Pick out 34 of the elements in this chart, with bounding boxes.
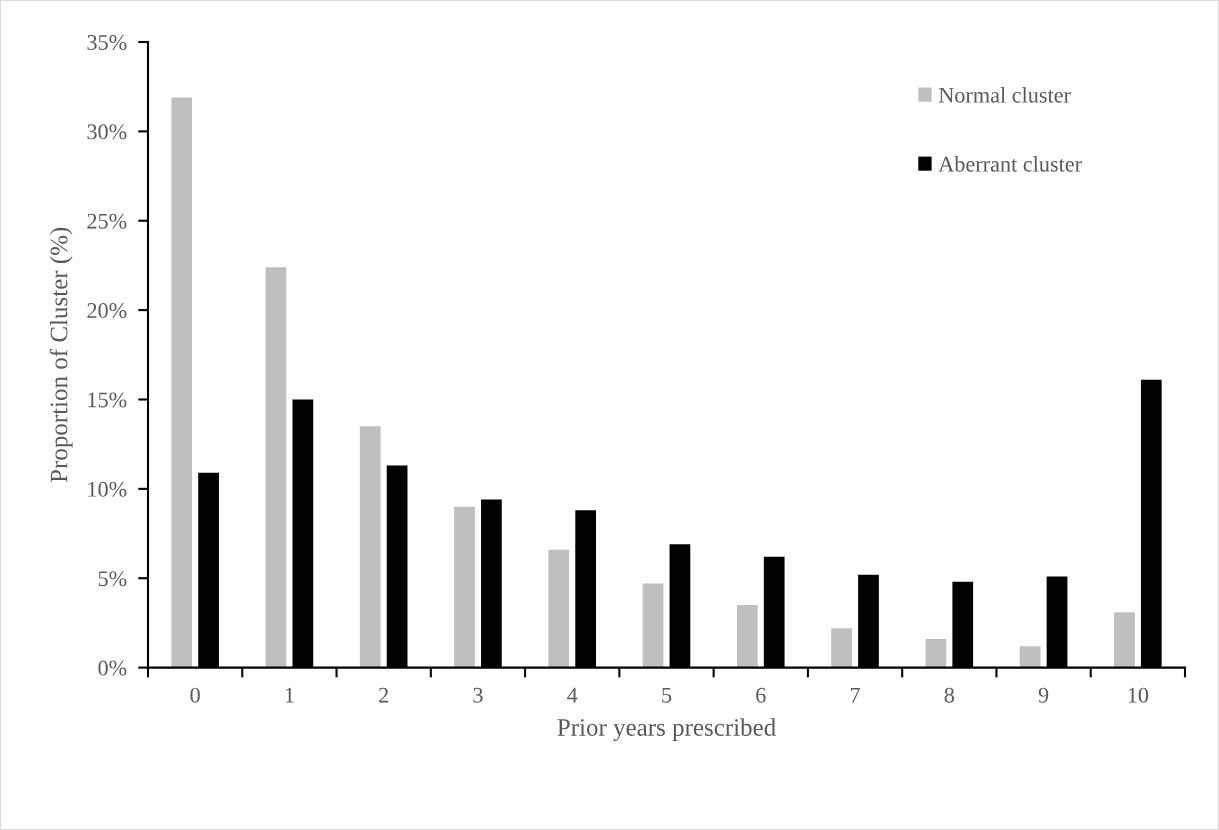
bar [359, 426, 381, 668]
bar [265, 267, 287, 668]
x-tick-label: 0 [190, 687, 200, 703]
bar [454, 506, 475, 668]
bar [831, 628, 852, 668]
bar [736, 605, 758, 668]
y-tick-label: 0% [98, 660, 127, 676]
x-axis-title: Prior years prescribed [557, 718, 776, 742]
legend-label: Normal cluster [938, 87, 1071, 103]
x-tick-label: 6 [756, 687, 766, 703]
x-tick-label: 9 [1038, 687, 1049, 703]
x-tick-label: 10 [1128, 687, 1149, 703]
legend-label: Aberrant cluster [938, 156, 1082, 172]
y-tick-label: 30% [87, 124, 127, 140]
x-tick-label: 5 [662, 687, 672, 703]
bar [642, 583, 664, 668]
y-tick-label: 20% [87, 303, 127, 319]
x-tick-label: 4 [567, 687, 578, 703]
y-axis-title: Proportion of Cluster (%) [49, 227, 73, 483]
x-tick-label: 3 [473, 687, 483, 703]
bar [548, 549, 570, 668]
bar [1019, 646, 1041, 668]
x-tick-label: 8 [944, 687, 955, 703]
y-tick-label: 10% [88, 481, 127, 497]
y-tick-label: 35% [87, 34, 127, 50]
y-tick-label: 25% [87, 213, 127, 229]
x-tick-label: 2 [379, 687, 389, 703]
x-tick-label: 7 [850, 687, 860, 703]
bar [1114, 612, 1135, 668]
bar [171, 97, 193, 668]
bar [925, 639, 947, 668]
y-tick-label: 15% [88, 392, 127, 408]
x-tick-label: 1 [285, 687, 294, 703]
y-tick-label: 5% [98, 571, 127, 587]
